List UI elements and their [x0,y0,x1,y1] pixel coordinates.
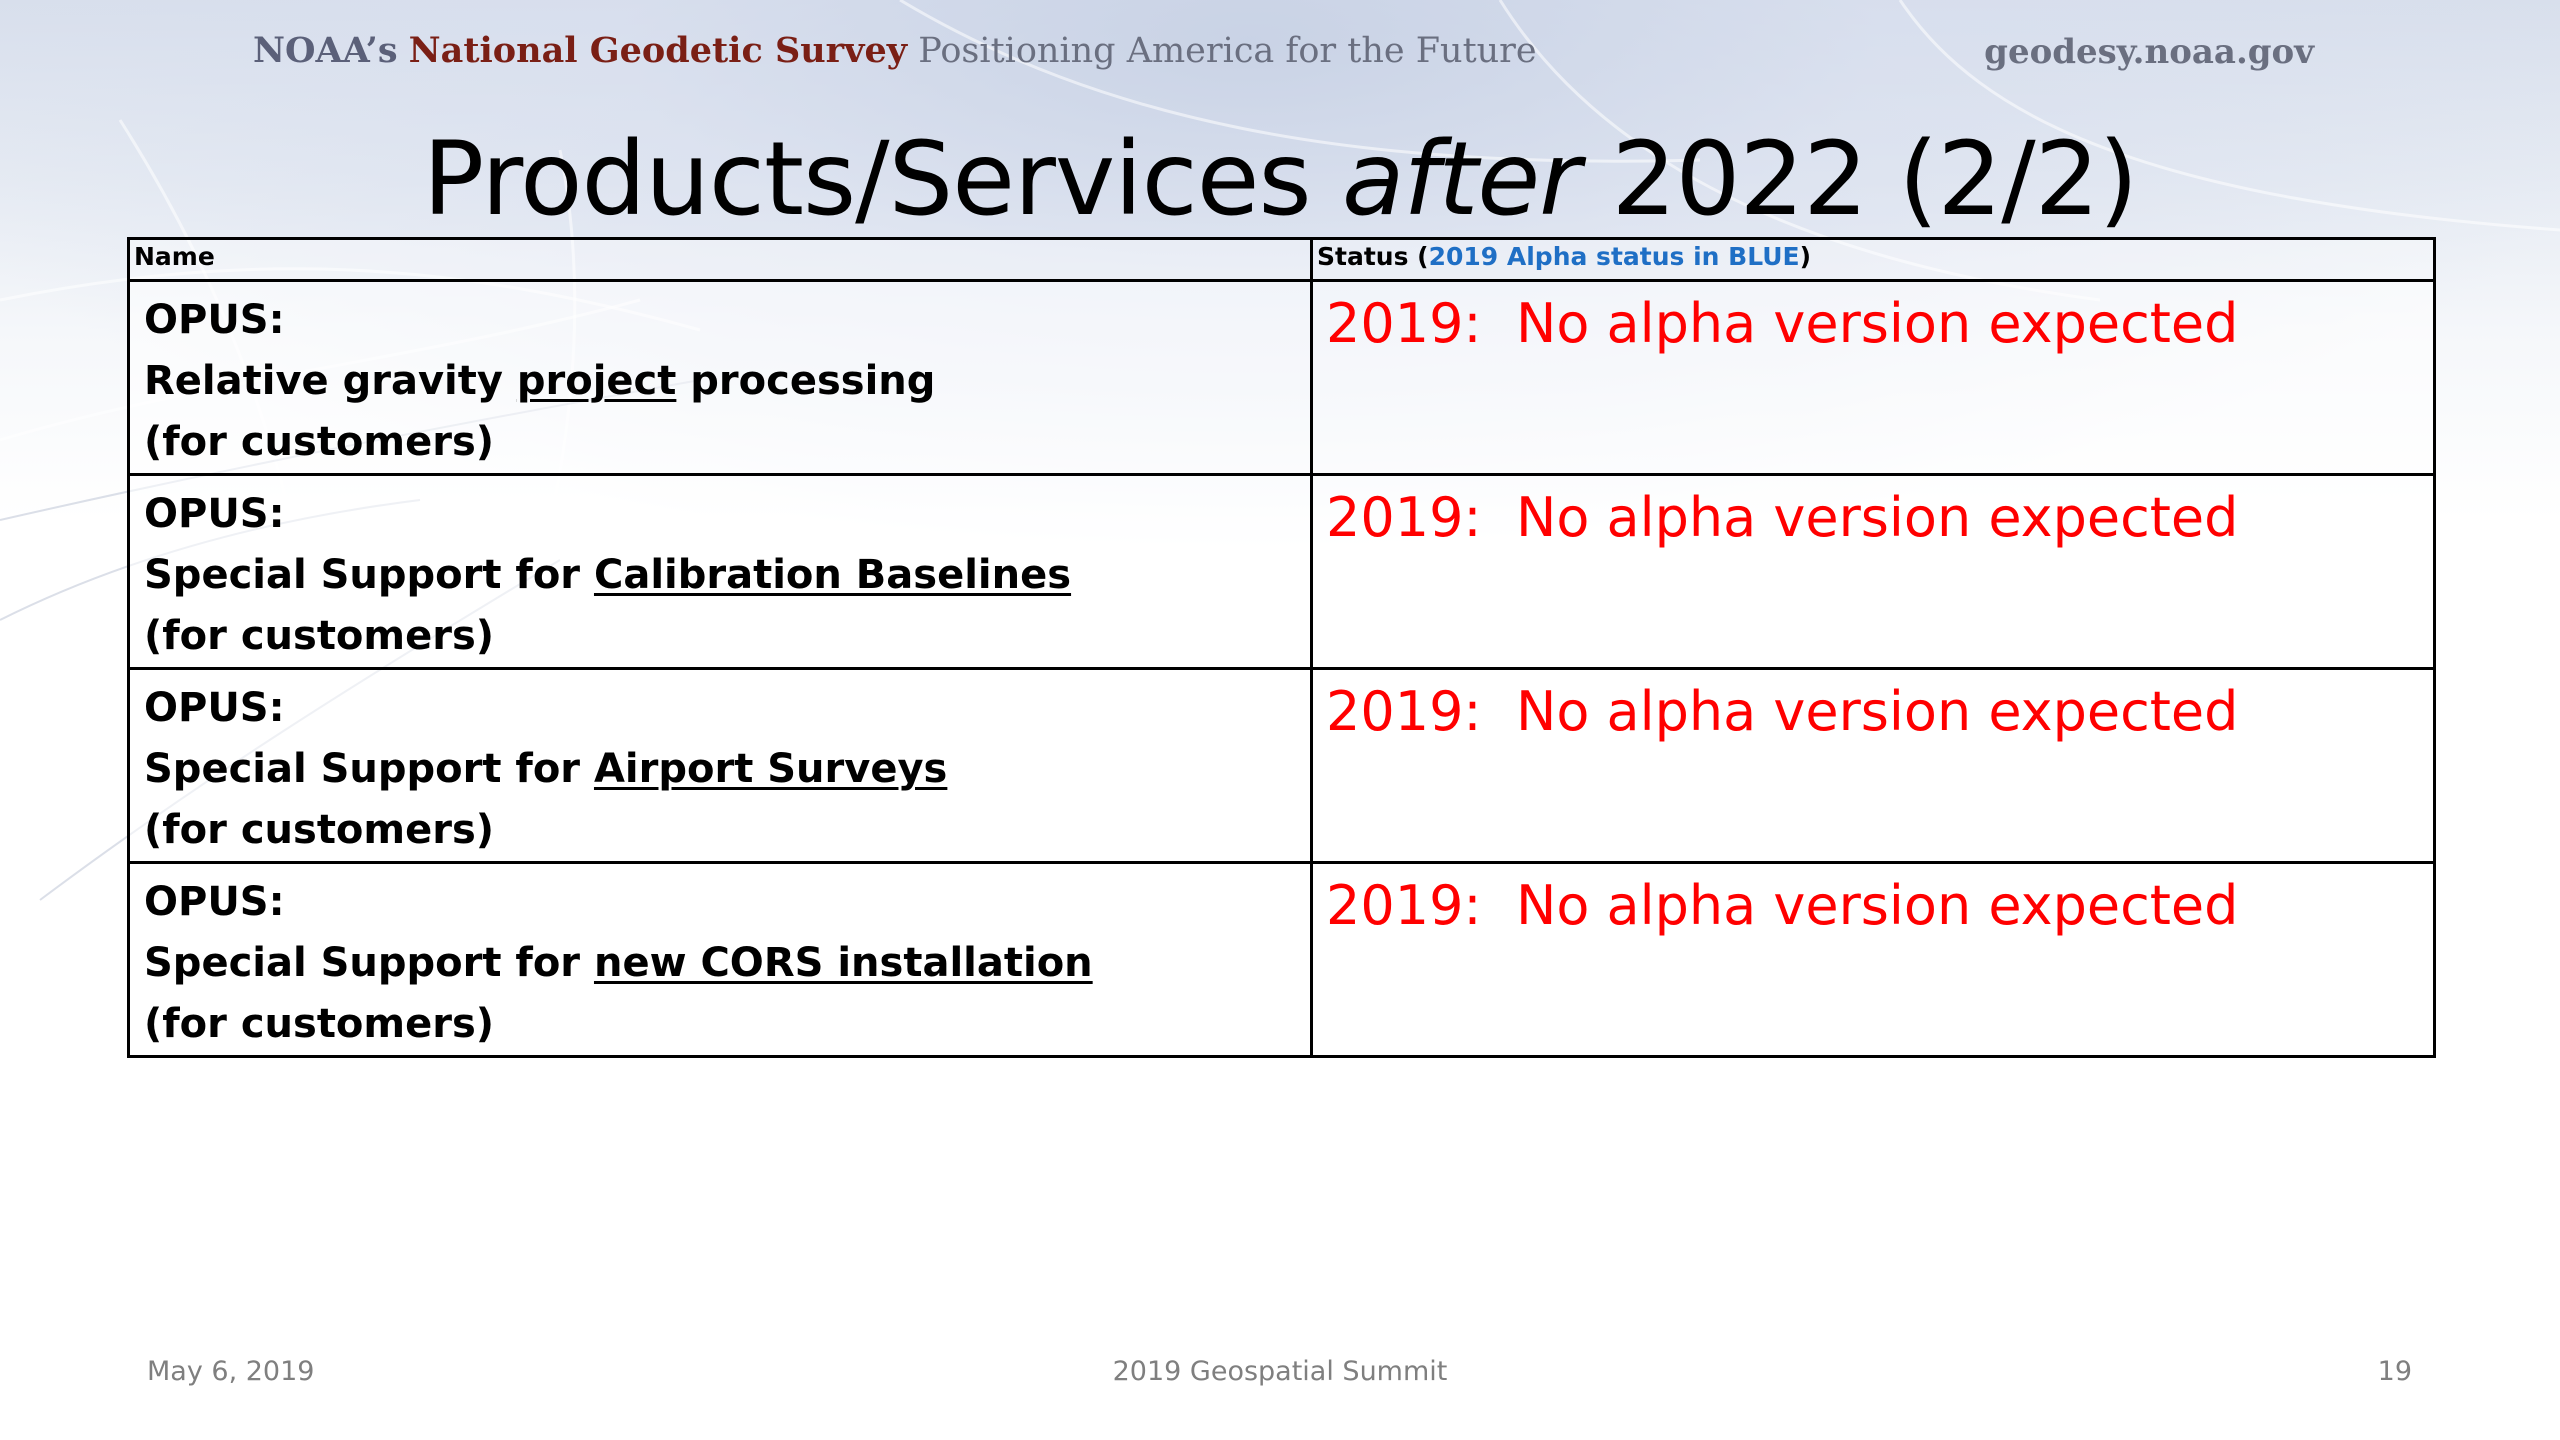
product-name-cell: OPUS: Special Support for new CORS insta… [127,861,1313,1058]
status-cell: 2019: No alpha version expected [1310,473,2436,670]
description-underlined: new CORS installation [593,940,1093,986]
footer-event: 2019 Geospatial Summit [1112,1356,1448,1387]
description-text: Special Support for [144,746,594,792]
description-underlined: Airport Surveys [593,746,948,792]
table-row: OPUS: Special Support for Calibration Ba… [127,473,2436,670]
product-name-cell: OPUS: Special Support for Calibration Ba… [127,473,1313,670]
organization-banner: NOAA’s National Geodetic Survey Position… [253,30,1537,71]
product-audience: (for customers) [144,613,495,659]
name-column-header: Name [127,237,1313,282]
product-audience: (for customers) [144,419,495,465]
site-url[interactable]: geodesy.noaa.gov [1984,32,2314,72]
table-row: OPUS: Special Support for Airport Survey… [127,667,2436,864]
description-text: Special Support for [144,552,594,598]
product-audience: (for customers) [144,1001,495,1047]
title-before: Products/Services [422,120,1343,239]
title-after: 2022 (2/2) [1580,120,2139,239]
org-tagline: Positioning America for the Future [918,31,1537,71]
status-cell: 2019: No alpha version expected [1310,279,2436,476]
table-row: OPUS: Special Support for new CORS insta… [127,861,2436,1058]
product-category: OPUS: [144,491,285,537]
product-category: OPUS: [144,879,285,925]
description-text: Special Support for [144,940,594,986]
description-underlined: project [516,358,677,404]
description-text-post: processing [676,358,936,404]
product-description: Special Support for new CORS installatio… [144,933,1300,994]
description-underlined: Calibration Baselines [593,552,1072,598]
product-name-cell: OPUS: Relative gravity project processin… [127,279,1313,476]
status-header-suffix: ) [1799,242,1812,271]
product-audience: (for customers) [144,807,495,853]
status-header-prefix: Status ( [1317,242,1429,271]
product-name-cell: OPUS: Special Support for Airport Survey… [127,667,1313,864]
footer-date: May 6, 2019 [147,1356,315,1387]
product-description: Special Support for Calibration Baseline… [144,545,1300,606]
slide-title: Products/Services after 2022 (2/2) [0,120,2560,239]
table-header-row: Name Status (2019 Alpha status in BLUE) [127,237,2436,282]
product-description: Special Support for Airport Surveys [144,739,1300,800]
product-category: OPUS: [144,297,285,343]
status-column-header: Status (2019 Alpha status in BLUE) [1310,237,2436,282]
status-cell: 2019: No alpha version expected [1310,667,2436,864]
slide-number: 19 [2377,1356,2412,1387]
product-description: Relative gravity project processing [144,351,1300,412]
products-table: Name Status (2019 Alpha status in BLUE) … [127,237,2436,1058]
product-category: OPUS: [144,685,285,731]
table-row: OPUS: Relative gravity project processin… [127,279,2436,476]
status-cell: 2019: No alpha version expected [1310,861,2436,1058]
org-prefix: NOAA’s [253,30,398,71]
org-name: National Geodetic Survey [408,30,908,71]
description-text: Relative gravity [144,358,517,404]
title-emphasis: after [1342,120,1581,239]
status-header-legend: 2019 Alpha status in BLUE [1428,242,1800,271]
